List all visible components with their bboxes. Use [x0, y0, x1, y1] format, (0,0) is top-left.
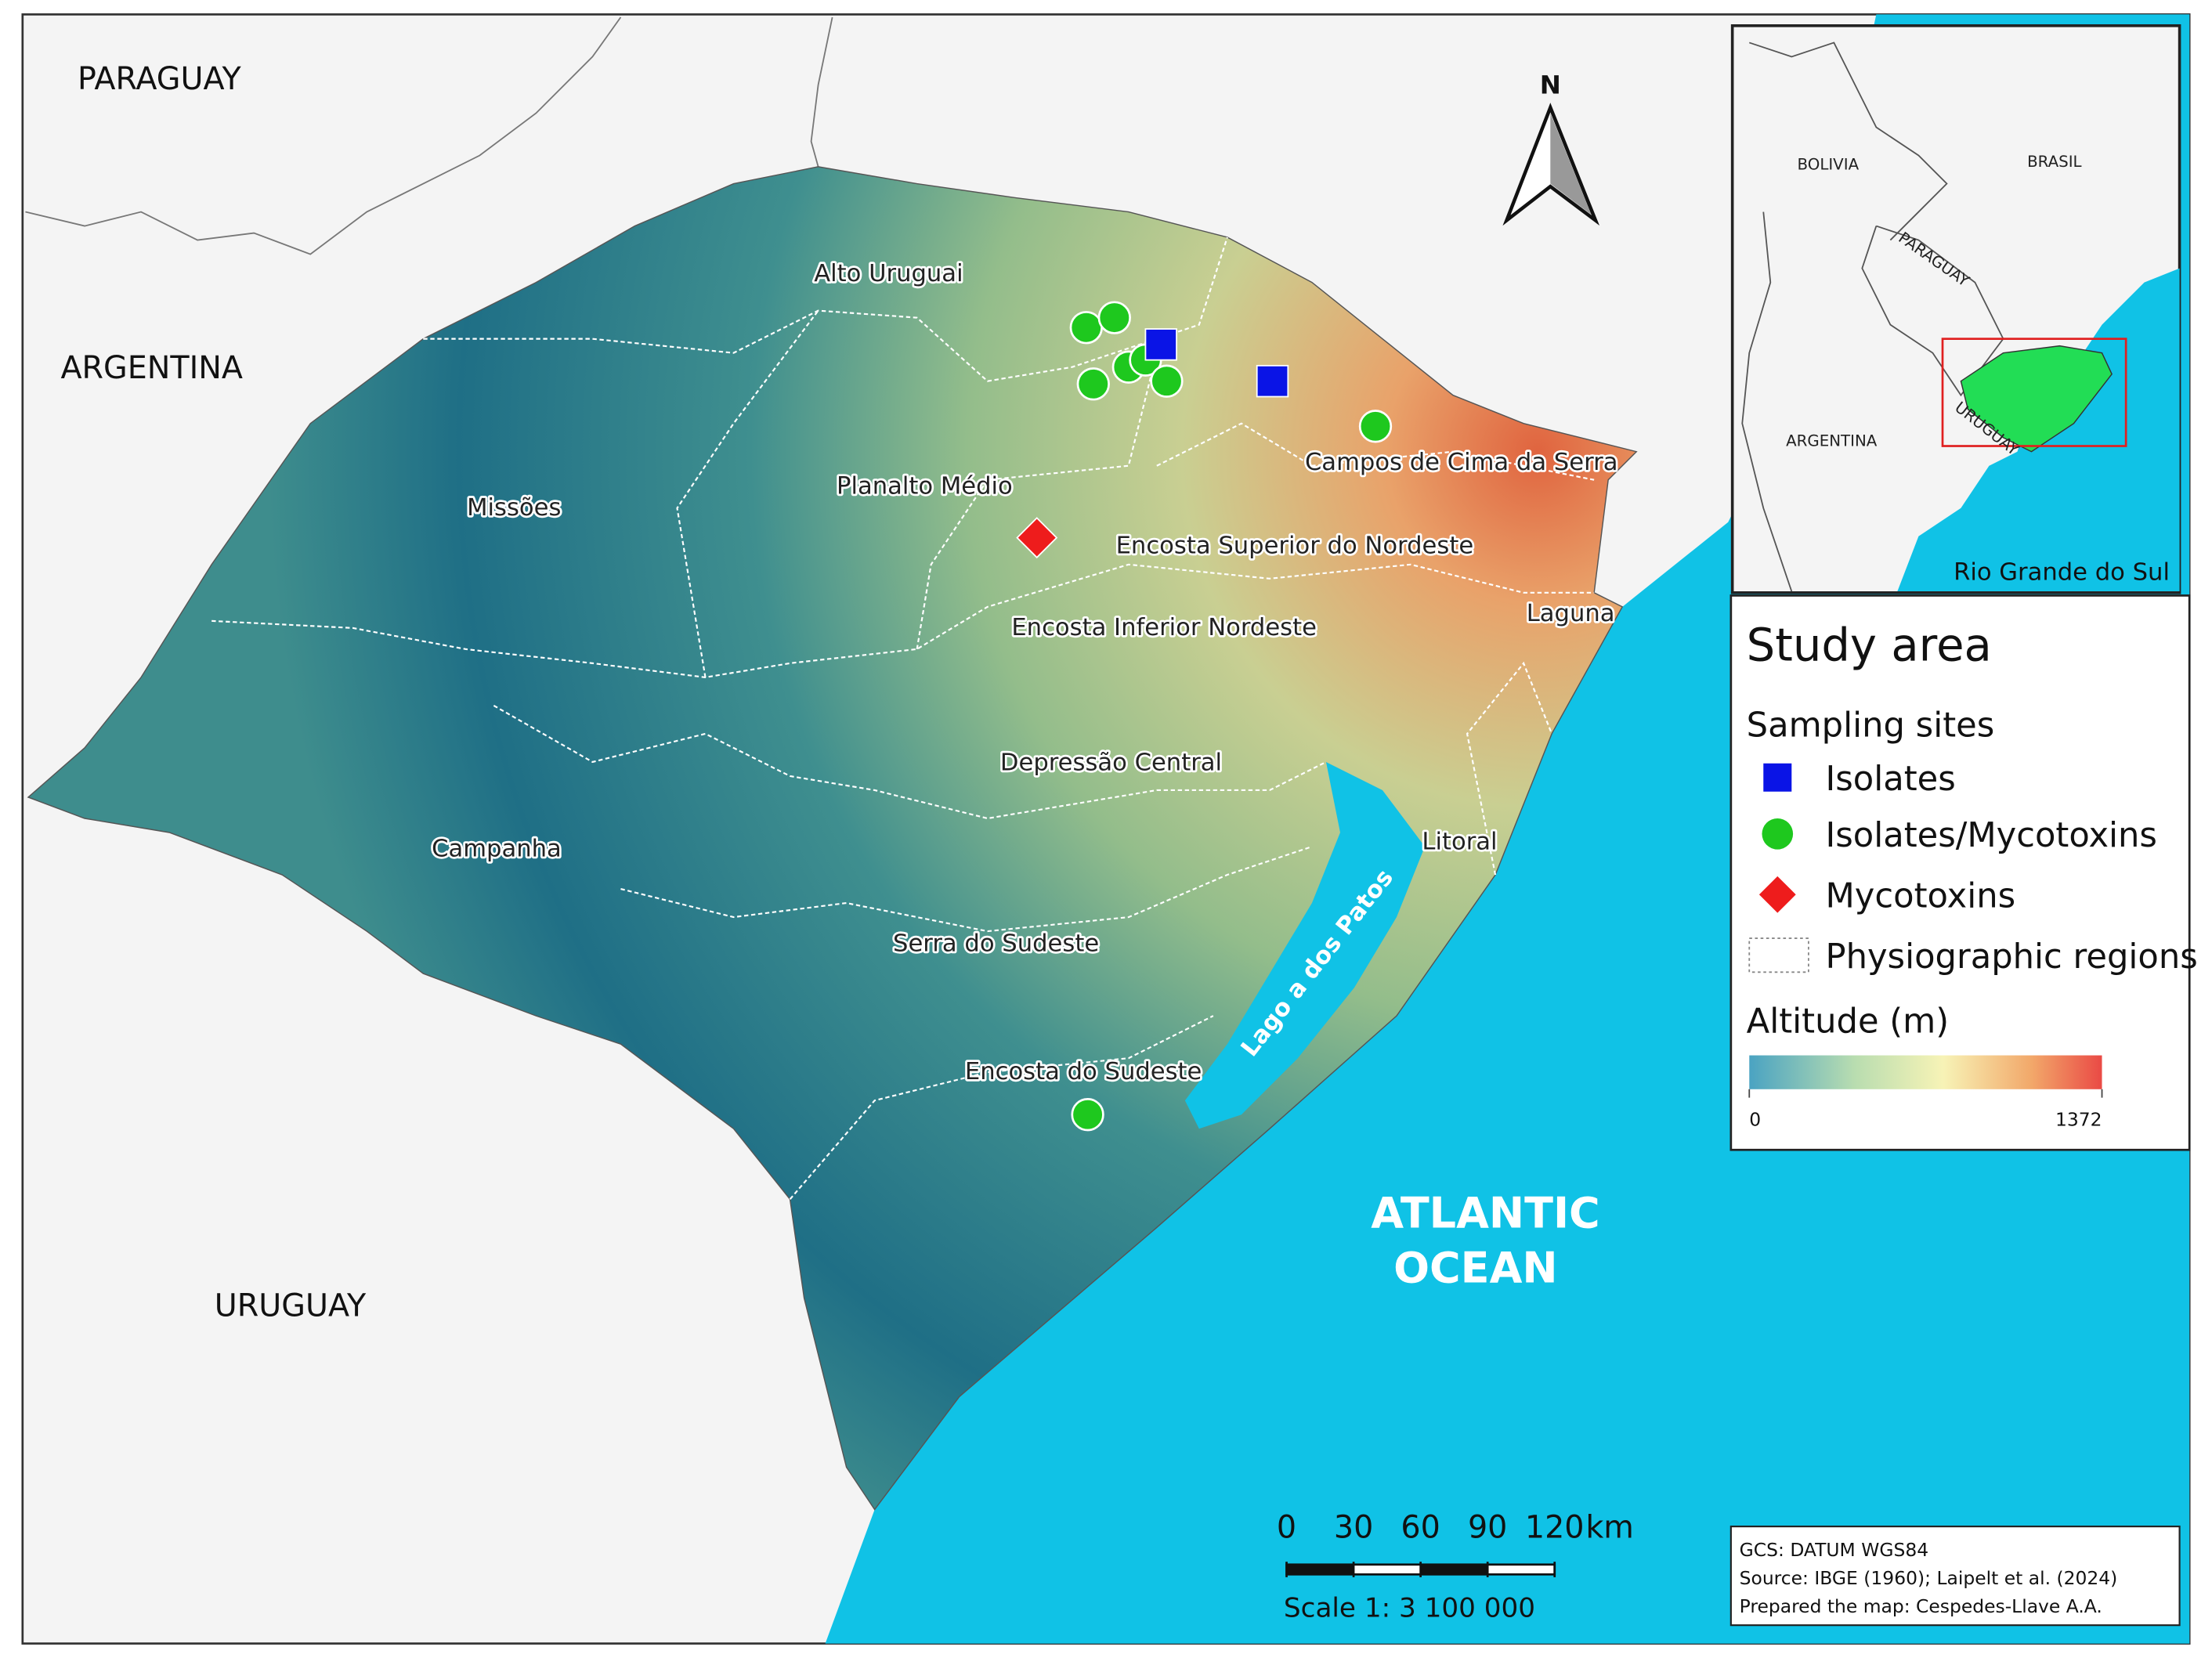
credits-frame [1729, 1526, 2181, 1627]
region-label: Depressão Central [1000, 749, 1222, 777]
ocean-label: ATLANTIC [1371, 1188, 1599, 1237]
scale-segment [1420, 1564, 1488, 1575]
legend-symbol [1758, 876, 1796, 913]
region-label: Encosta Superior do Nordeste [1116, 532, 1474, 559]
state-relief [27, 166, 1638, 1511]
site-isolates-mycotoxins [1076, 367, 1110, 401]
border [810, 16, 833, 168]
region-label: Laguna [1527, 600, 1615, 627]
scale-tick-label: 120 [1525, 1510, 1585, 1546]
credit-line: GCS: DATUM WGS84 [1740, 1539, 1928, 1561]
inset-border [1861, 225, 2004, 397]
sites [1016, 301, 1393, 1132]
north-label: N [1540, 70, 1561, 99]
scale-ratio: Scale 1: 3 100 000 [1284, 1592, 1535, 1623]
inset-state [1960, 345, 2113, 453]
site-isolates-mycotoxins [1071, 1098, 1104, 1132]
region-label: Encosta Inferior Nordeste [1011, 614, 1317, 641]
site-isolates-mycotoxins [1358, 410, 1393, 443]
ocean-label: OCEAN [1393, 1244, 1557, 1293]
country-label: URUGUAY [215, 1288, 367, 1324]
colorbar-label: 1372 [2055, 1109, 2102, 1131]
lagoon [1184, 761, 1426, 1129]
site-isolates [1144, 328, 1177, 361]
inset-label: ARGENTINA [1786, 432, 1878, 450]
legend-symbol [1762, 818, 1794, 850]
scale-tick-label: 0 [1277, 1510, 1296, 1546]
site-mycotoxins [1016, 517, 1058, 559]
legend-subtitle: Sampling sites [1747, 706, 1995, 746]
scale-tick-label: 30 [1334, 1510, 1373, 1546]
inset: BOLIVIA BRASIL PARAGUAY ARGENTINA URUGUA… [1730, 24, 2181, 594]
country-label: PARAGUAY [78, 61, 241, 97]
border [25, 16, 622, 255]
region-label: Litoral [1422, 829, 1497, 856]
country-label: ARGENTINA [60, 350, 243, 386]
inset-border [1741, 211, 1793, 592]
inset-label: BOLIVIA [1798, 156, 1860, 174]
legend-subtitle: Altitude (m) [1747, 1002, 1949, 1042]
legend-symbol [1748, 937, 1809, 973]
inset-border [1748, 42, 1948, 241]
legend-item: Physiographic regions [1826, 937, 2198, 977]
region-label: Campanha [432, 836, 562, 863]
scale-bar: Scale 1: 3 100 000 0 30 60 90 120 km [1277, 1510, 1634, 1624]
region-label: Missões [467, 494, 561, 522]
inset-label: BRASIL [2027, 153, 2082, 171]
altitude-colorbar [1749, 1055, 2102, 1089]
scale-segment [1286, 1564, 1354, 1575]
legend-item: Isolates/Mycotoxins [1826, 816, 2157, 855]
inset-extent [1941, 338, 2127, 447]
site-isolates-mycotoxins [1097, 301, 1131, 334]
region-label: Serra do Sudeste [893, 930, 1099, 957]
legend: Study area Sampling sites Isolates Isola… [1729, 594, 2198, 1151]
scale-unit: km [1585, 1510, 1634, 1546]
site-isolates-mycotoxins [1150, 364, 1184, 398]
credits: GCS: DATUM WGS84 Source: IBGE (1960); La… [1729, 1526, 2181, 1627]
region-label: Alto Uruguai [814, 260, 963, 287]
site-isolates [1256, 364, 1289, 398]
legend-title: Study area [1747, 619, 1992, 671]
site-isolates-mycotoxins [1069, 311, 1103, 345]
north-arrow-shade [1550, 113, 1592, 215]
scale-tick-label: 90 [1468, 1510, 1507, 1546]
legend-item: Mycotoxins [1826, 876, 2016, 916]
colorbar-label: 0 [1749, 1109, 1761, 1131]
legend-item: Isolates [1826, 760, 1956, 799]
credit-line: Source: IBGE (1960); Laipelt et al. (202… [1740, 1567, 2118, 1589]
region-label: Campos de Cima da Serra [1305, 449, 1618, 476]
scale-tick-label: 60 [1401, 1510, 1440, 1546]
region-label: Encosta do Sudeste [965, 1058, 1202, 1085]
credit-line: Prepared the map: Cespedes-Llave A.A. [1740, 1595, 2102, 1617]
region-label: Planalto Médio [837, 473, 1013, 500]
inset-state-label: Rio Grande do Sul [1954, 559, 2170, 587]
legend-symbol [1763, 763, 1792, 792]
region-boundaries [211, 237, 1595, 1200]
